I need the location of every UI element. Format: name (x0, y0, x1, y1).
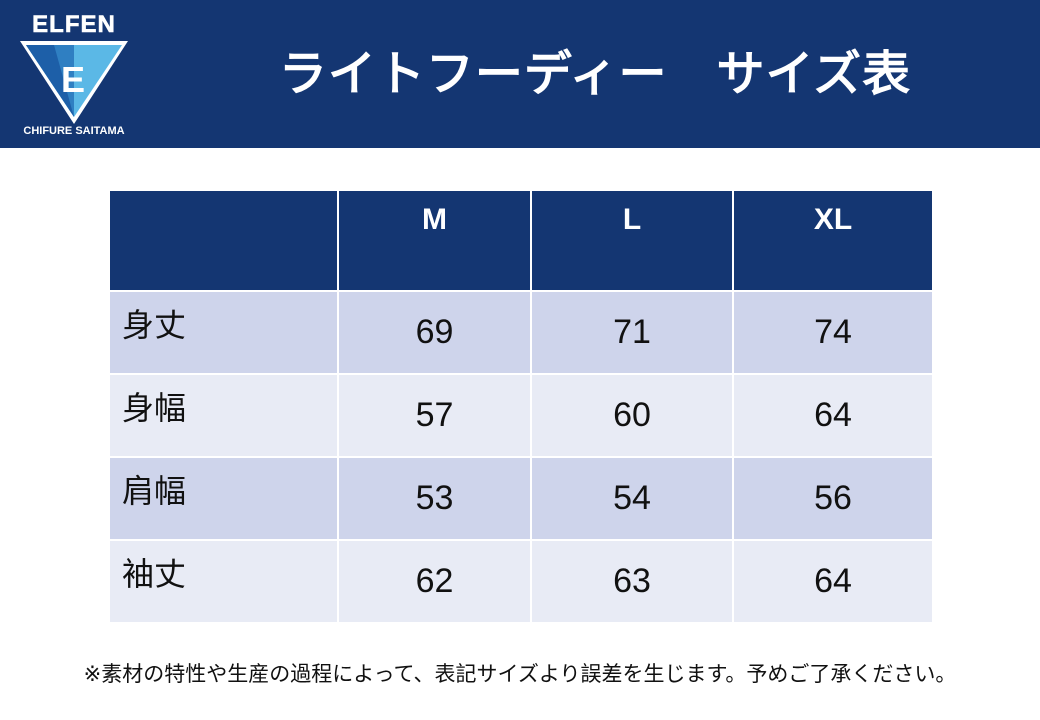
table-cell: 63 (530, 539, 734, 624)
row-label: 身丈 (108, 290, 339, 375)
table-cell: 74 (732, 290, 934, 375)
table-row: 袖丈 62 63 64 (108, 539, 934, 624)
row-label: 肩幅 (108, 456, 339, 541)
svg-text:CHIFURE SAITAMA: CHIFURE SAITAMA (23, 125, 124, 137)
header-banner: ELFEN E CHIFURE SAITAMA ライトフーディー サイズ表 (0, 0, 1040, 148)
table-row: 身丈 69 71 74 (108, 290, 934, 375)
table-cell: 64 (732, 373, 934, 458)
row-label: 袖丈 (108, 539, 339, 624)
table-cell: 71 (530, 290, 734, 375)
svg-text:E: E (61, 59, 85, 100)
column-header: XL (732, 189, 934, 292)
column-header: L (530, 189, 734, 292)
disclaimer-note: ※素材の特性や生産の過程によって、表記サイズより誤差を生じます。予めご了承くださ… (83, 662, 957, 686)
table-cell: 56 (732, 456, 934, 541)
table-cell: 62 (337, 539, 532, 624)
row-label: 身幅 (108, 373, 339, 458)
size-table: M L XL 身丈 69 71 74 身幅 57 60 64 肩幅 53 54 … (108, 189, 934, 624)
table-cell: 60 (530, 373, 734, 458)
svg-text:ELFEN: ELFEN (32, 11, 116, 38)
elfen-logo: ELFEN E CHIFURE SAITAMA (20, 11, 128, 137)
table-corner-cell (108, 189, 339, 292)
table-cell: 69 (337, 290, 532, 375)
table-row: 肩幅 53 54 56 (108, 456, 934, 541)
table-cell: 57 (337, 373, 532, 458)
table-cell: 64 (732, 539, 934, 624)
column-header: M (337, 189, 532, 292)
table-row: 身幅 57 60 64 (108, 373, 934, 458)
table-header-row: M L XL (108, 189, 934, 292)
table-cell: 54 (530, 456, 734, 541)
table-cell: 53 (337, 456, 532, 541)
page-title: ライトフーディー サイズ表 (278, 46, 912, 102)
